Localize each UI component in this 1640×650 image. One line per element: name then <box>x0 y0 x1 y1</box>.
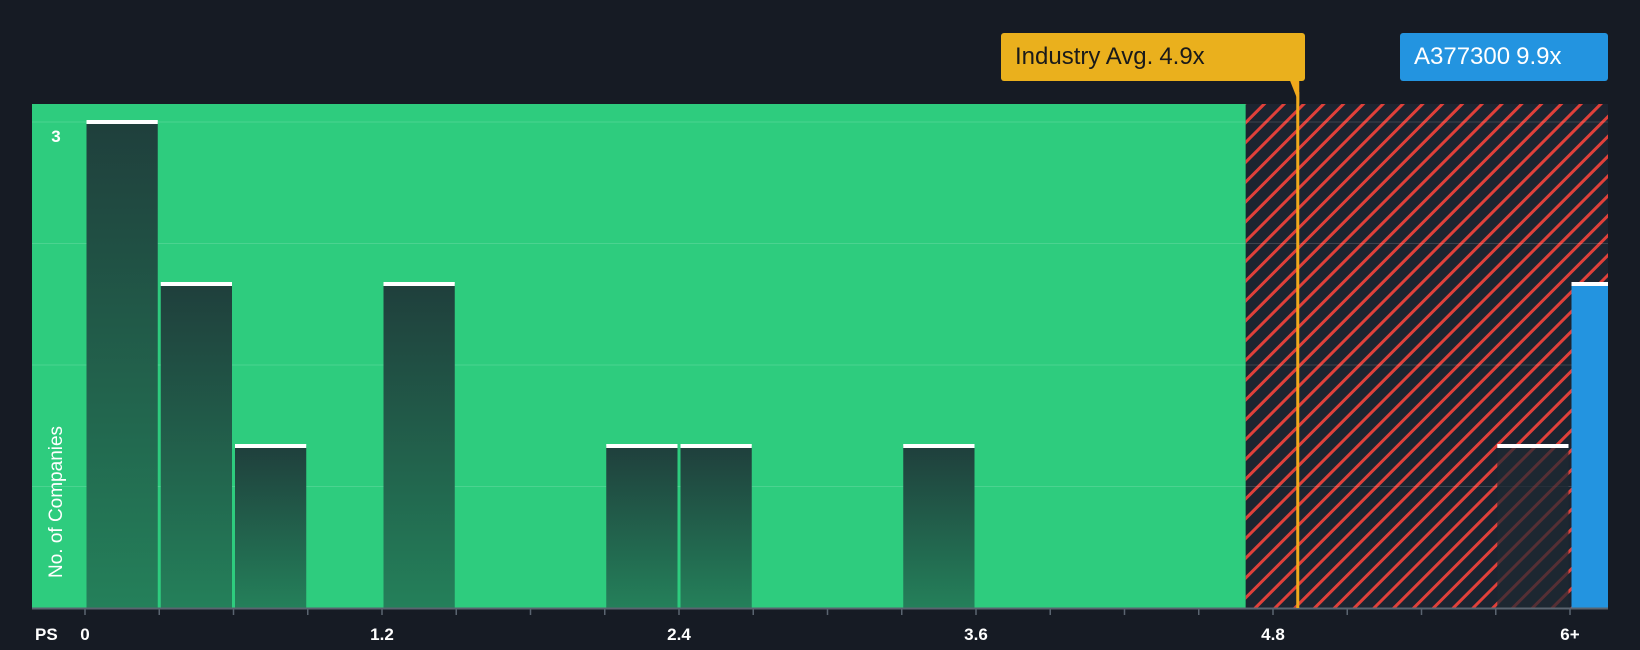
histogram-bar-cap-3 <box>383 282 455 286</box>
x-tick-label-4: 4.8 <box>1261 625 1285 644</box>
histogram-bar-2 <box>235 446 307 608</box>
histogram-bar-cap-2 <box>235 444 307 448</box>
x-axis-label: PS <box>35 625 58 644</box>
industry-avg-pointer <box>1289 80 1300 104</box>
industry-avg-label: Industry Avg. <box>1015 43 1154 70</box>
x-tick-label-2: 2.4 <box>667 625 691 644</box>
industry-avg-callout: Industry Avg. 4.9x <box>1001 33 1305 81</box>
histogram-bar-cap-6 <box>903 444 975 448</box>
histogram-bar-7 <box>1497 446 1569 608</box>
histogram-bar-cap-5 <box>680 444 752 448</box>
histogram-bar-cap-7 <box>1497 444 1569 448</box>
x-tick-label-1: 1.2 <box>370 625 394 644</box>
x-tick-label-0: 0 <box>80 625 89 644</box>
company-value: 9.9x <box>1516 43 1562 70</box>
y-tick-label-0: 3 <box>51 127 60 146</box>
company-callout: A377300 9.9x <box>1400 33 1608 81</box>
company-bar <box>1571 284 1608 608</box>
histogram-bar-4 <box>606 446 678 608</box>
y-axis-label: No. of Companies <box>46 426 67 578</box>
histogram-bar-1 <box>160 284 232 608</box>
x-tick-label-5: 6+ <box>1560 625 1579 644</box>
histogram-bar-cap-1 <box>160 282 232 286</box>
industry-avg-value: 4.9x <box>1159 43 1205 70</box>
histogram-bar-cap-4 <box>606 444 678 448</box>
company-bar-cap <box>1571 282 1608 286</box>
histogram-bar-cap-0 <box>86 120 158 124</box>
company-ticker: A377300 <box>1414 43 1511 70</box>
histogram-bar-6 <box>903 446 975 608</box>
histogram-bar-5 <box>680 446 752 608</box>
x-tick-label-3: 3.6 <box>964 625 988 644</box>
histogram-bar-0 <box>86 122 158 608</box>
histogram-bar-3 <box>383 284 455 608</box>
